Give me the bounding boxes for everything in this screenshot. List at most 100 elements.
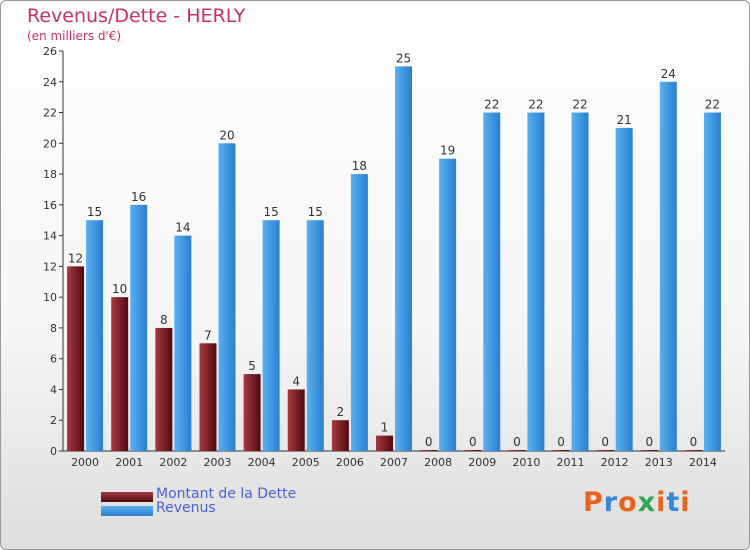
data-label-revenus-2007: 25: [396, 51, 411, 65]
data-label-dette-2006: 2: [337, 405, 345, 419]
x-tick-label: 2009: [468, 456, 496, 469]
legend-swatch-revenus: [101, 506, 153, 516]
data-label-revenus-2009: 22: [484, 98, 499, 112]
bar-revenus-2000: [86, 220, 104, 451]
bar-dette-2000: [67, 266, 85, 451]
logo-letter: P: [583, 487, 604, 518]
data-label-revenus-2010: 22: [528, 98, 543, 112]
y-tick-label: 14: [43, 230, 57, 243]
bar-dette-2008: [420, 450, 438, 451]
bar-dette-2013: [640, 450, 658, 451]
data-label-revenus-2006: 18: [352, 159, 367, 173]
data-label-dette-2009: 0: [469, 435, 477, 449]
chart-subtitle: (en milliers d'€): [27, 29, 122, 43]
x-tick-label: 2008: [424, 456, 452, 469]
x-tick-label: 2001: [115, 456, 143, 469]
bar-dette-2004: [243, 374, 261, 451]
bar-revenus-2001: [130, 204, 148, 451]
data-label-dette-2003: 7: [204, 328, 212, 342]
data-label-revenus-2011: 22: [572, 98, 587, 112]
legend-label-dette: Montant de la Dette: [156, 486, 297, 502]
x-tick-label: 2002: [159, 456, 187, 469]
data-label-dette-2010: 0: [513, 435, 521, 449]
x-tick-label: 2007: [380, 456, 408, 469]
bar-dette-2011: [552, 450, 570, 451]
bar-dette-2007: [376, 435, 393, 451]
bar-dette-2009: [464, 450, 482, 451]
data-label-revenus-2008: 19: [440, 144, 455, 158]
bar-revenus-2002: [174, 235, 192, 451]
bar-dette-2012: [596, 450, 614, 451]
data-label-dette-2008: 0: [425, 435, 433, 449]
data-label-revenus-2000: 15: [87, 205, 102, 219]
data-label-revenus-2012: 21: [617, 113, 632, 127]
y-tick-label: 8: [50, 322, 57, 335]
data-label-dette-2012: 0: [601, 435, 609, 449]
x-tick-label: 2014: [689, 456, 717, 469]
data-label-revenus-2013: 24: [661, 67, 676, 81]
bar-revenus-2009: [483, 112, 501, 452]
x-tick-label: 2012: [601, 456, 629, 469]
logo-letter: i: [680, 487, 691, 518]
logo-letter: o: [618, 487, 638, 518]
data-label-revenus-2014: 22: [705, 98, 720, 112]
legend-swatch-dette: [101, 492, 153, 502]
x-tick-label: 2004: [248, 456, 276, 469]
data-label-dette-2001: 10: [112, 282, 127, 296]
bar-revenus-2007: [395, 66, 412, 451]
data-label-dette-2000: 12: [68, 251, 83, 265]
bar-revenus-2004: [262, 220, 280, 451]
data-label-dette-2013: 0: [645, 435, 653, 449]
proxiti-logo: Proxiti: [583, 487, 691, 518]
data-label-revenus-2002: 14: [175, 221, 190, 235]
x-tick-label: 2010: [512, 456, 540, 469]
x-tick-label: 2013: [645, 456, 673, 469]
bar-revenus-2013: [659, 81, 677, 452]
bar-revenus-2003: [218, 143, 236, 452]
bar-revenus-2010: [527, 112, 545, 452]
y-tick-label: 10: [43, 291, 57, 304]
logo-letter: r: [603, 487, 619, 518]
logo-letter: t: [666, 487, 681, 518]
y-tick-label: 24: [43, 76, 57, 89]
bar-dette-2006: [331, 420, 349, 451]
y-tick-label: 4: [50, 383, 57, 396]
bar-revenus-2006: [350, 174, 368, 452]
logo-letter: i: [656, 487, 667, 518]
bar-revenus-2011: [571, 112, 589, 452]
bar-dette-2014: [684, 450, 702, 451]
data-label-dette-2014: 0: [690, 435, 698, 449]
y-tick-label: 22: [43, 107, 57, 120]
y-tick-label: 12: [43, 260, 57, 273]
bar-revenus-2008: [439, 158, 457, 451]
y-tick-label: 18: [43, 168, 57, 181]
data-label-dette-2011: 0: [557, 435, 565, 449]
data-label-dette-2004: 5: [248, 359, 256, 373]
x-tick-label: 2011: [557, 456, 585, 469]
bar-revenus-2005: [306, 220, 324, 451]
y-tick-label: 20: [43, 137, 57, 150]
data-label-revenus-2001: 16: [131, 190, 146, 204]
chart-title: Revenus/Dette - HERLY: [27, 5, 246, 27]
x-tick-label: 2000: [71, 456, 99, 469]
data-label-revenus-2004: 15: [263, 205, 278, 219]
x-tick-label: 2006: [336, 456, 364, 469]
bar-revenus-2014: [703, 112, 721, 452]
bar-dette-2001: [111, 297, 129, 451]
logo-letter: x: [637, 487, 657, 518]
data-label-revenus-2005: 15: [308, 205, 323, 219]
y-tick-label: 0: [50, 445, 57, 458]
bar-dette-2010: [508, 450, 526, 451]
y-tick-label: 26: [43, 45, 57, 58]
legend-label-revenus: Revenus: [156, 500, 216, 516]
y-tick-label: 16: [43, 199, 57, 212]
y-tick-label: 6: [50, 353, 57, 366]
bar-dette-2003: [199, 343, 217, 451]
x-tick-label: 2005: [292, 456, 320, 469]
data-label-dette-2007: 1: [381, 421, 389, 435]
data-label-dette-2005: 4: [292, 374, 300, 388]
bar-dette-2005: [287, 389, 305, 451]
data-label-dette-2002: 8: [160, 313, 168, 327]
